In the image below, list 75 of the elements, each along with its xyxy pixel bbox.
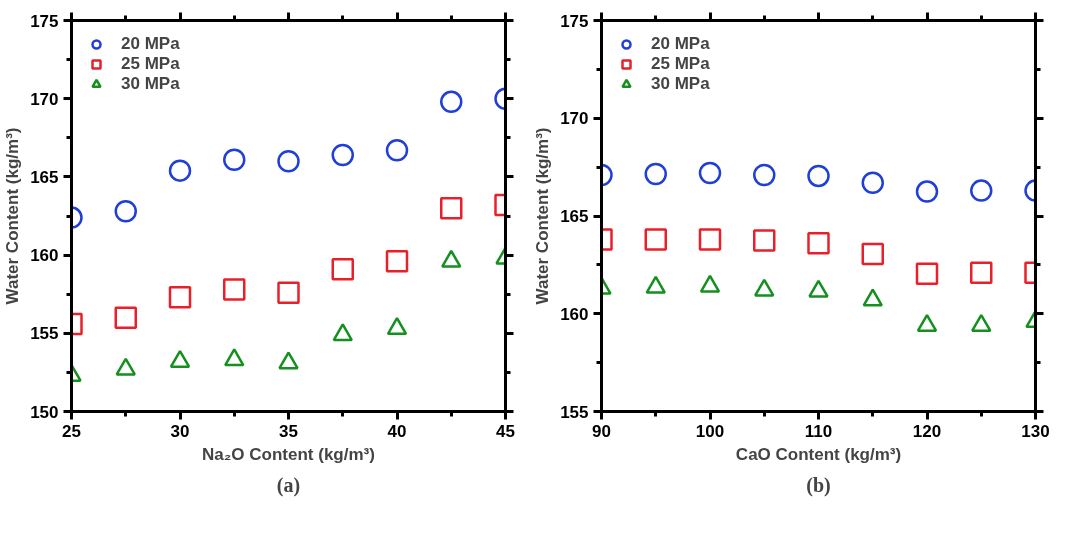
x-tick-label: 35: [279, 421, 298, 441]
point: [753, 163, 776, 187]
point: [440, 196, 463, 220]
legend-label: 20 MPa: [651, 34, 710, 54]
point: [644, 162, 667, 186]
y-tick-label: 165: [560, 207, 589, 226]
point: [971, 313, 992, 332]
point: [223, 148, 246, 171]
point: [970, 179, 993, 202]
point: [331, 143, 354, 167]
x-tick-label: 100: [695, 421, 725, 441]
y-tick-label: 160: [560, 304, 589, 324]
point: [277, 150, 300, 173]
point: [807, 232, 830, 255]
legend-label: 30 MPa: [651, 74, 710, 94]
x-tick-label: 25: [62, 421, 81, 441]
point: [169, 349, 191, 368]
point: [223, 278, 246, 301]
point: [915, 262, 939, 285]
x-tick-label: 40: [387, 421, 407, 441]
x-axis-title: Na₂O Content (kg/m³): [202, 444, 375, 464]
x-tick-label: 30: [170, 421, 190, 441]
point: [277, 281, 300, 304]
point: [331, 257, 354, 281]
text: (a): [276, 473, 301, 497]
point: [753, 229, 776, 252]
legend-label: 25 MPa: [121, 54, 180, 74]
point: [385, 250, 409, 273]
x-tick-label: 120: [912, 421, 942, 441]
point: [970, 261, 993, 284]
point: [332, 323, 353, 342]
y-tick-label: 160: [30, 246, 59, 266]
point: [915, 180, 939, 203]
x-tick-label: 130: [1021, 421, 1050, 441]
point: [698, 161, 722, 185]
point: [441, 249, 462, 268]
point: [808, 279, 829, 298]
y-tick-label: 155: [560, 402, 589, 422]
point: [114, 200, 137, 223]
point: [807, 164, 830, 188]
legend-label: 30 MPa: [121, 74, 180, 94]
point: [916, 313, 938, 332]
y-tick-label: 175: [30, 11, 59, 31]
point: [862, 288, 883, 307]
point: [278, 351, 299, 370]
x-tick-label: 45: [496, 421, 515, 441]
point: [699, 274, 721, 293]
y-tick-label: 170: [30, 89, 59, 109]
point: [168, 286, 192, 309]
legend-label: 25 MPa: [651, 54, 710, 74]
point: [644, 228, 667, 251]
legend-label: 20 MPa: [121, 34, 180, 54]
point: [861, 242, 884, 266]
point: [861, 171, 884, 194]
point: [115, 357, 136, 376]
x-tick-label: 110: [804, 421, 833, 441]
y-tick-label: 150: [30, 402, 59, 422]
text: (b): [806, 473, 831, 497]
point: [224, 348, 245, 367]
point: [114, 306, 137, 329]
y-tick-label: 155: [30, 324, 59, 344]
point: [385, 139, 409, 162]
y-tick-label: 175: [560, 11, 589, 31]
point: [168, 159, 192, 182]
y-axis-title: Water Content (kg/m³): [3, 127, 23, 305]
point: [645, 275, 666, 294]
y-tick-label: 170: [560, 109, 589, 129]
x-tick-label: 90: [592, 421, 611, 441]
y-tick-label: 165: [30, 167, 59, 187]
x-axis-title: CaO Content (kg/m³): [735, 444, 902, 464]
point: [754, 278, 775, 297]
point: [386, 316, 408, 336]
point: [698, 228, 722, 251]
y-axis-title: Water Content (kg/m³): [533, 127, 553, 305]
point: [440, 90, 463, 114]
